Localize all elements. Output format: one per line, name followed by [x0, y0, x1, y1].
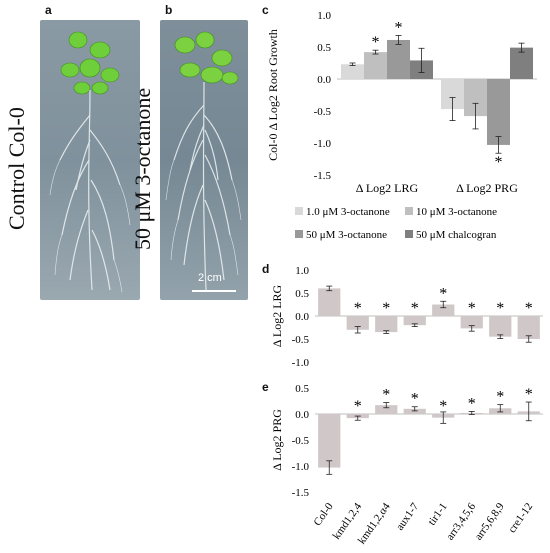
photo-treated-seedling [160, 20, 248, 300]
chart-e-bar-3 [403, 408, 426, 414]
chart-c-legend-swatch-2 [295, 230, 303, 238]
chart-d-bar-3 [403, 316, 426, 326]
chart-c-legend-swatch-3 [405, 230, 413, 238]
scale-bar-line [192, 290, 236, 292]
chart-d-ytick-3: -0.5 [292, 334, 310, 346]
chart-c-bar-1-2 [487, 79, 510, 145]
label-treated-3octanone: 50 μM 3-octanone [130, 87, 155, 250]
chart-e-ytick-1: 0.0 [295, 409, 309, 421]
seedling-image-control [40, 20, 140, 300]
chart-d-sig-1: * [354, 300, 362, 317]
chart-d-sig-7: * [525, 300, 533, 317]
chart-d-ylabel: Δ Log2 LRG [270, 284, 284, 347]
chart-c-ytick-0: 1.0 [317, 10, 331, 22]
chart-e-sig-4: * [439, 398, 447, 415]
chart-d-bar-0 [318, 288, 341, 316]
chart-d-sig-5: * [468, 300, 476, 317]
chart-d-ytick-0: 1.0 [295, 265, 309, 277]
label-control-col0: Control Col-0 [4, 107, 29, 230]
chart-e-category-3: aux1-7 [394, 500, 422, 532]
chart-e-sig-2: * [382, 387, 390, 404]
chart-d-ytick-1: 0.5 [295, 288, 309, 300]
chart-e-ytick-0: 0.5 [295, 383, 309, 395]
chart-e-ytick-2: -0.5 [292, 435, 310, 447]
chart-d: 1.0 0.5 0.0 -0.5 -1.0 * * * * * * * Δ Log2 LRG [270, 265, 543, 369]
chart-c-ytick-1: 0.5 [317, 42, 331, 54]
chart-c-ylabel: Col-0 Δ Log2 Root Growth [266, 29, 280, 161]
chart-e-ylabel: Δ Log2 PRG [270, 409, 284, 471]
chart-d-sig-6: * [496, 300, 504, 317]
chart-c-sig-0-1: * [372, 34, 380, 51]
chart-c-bar-0-2 [387, 39, 410, 79]
chart-d-bar-2 [375, 316, 398, 333]
chart-d-bar-6 [489, 316, 512, 337]
chart-e-category-4: tir1-1 [426, 501, 450, 528]
chart-e-sig-1: * [354, 398, 362, 415]
chart-c-ytick-3: -0.5 [314, 106, 332, 118]
chart-e-ytick-4: -1.5 [292, 487, 310, 499]
panel-letter-e: e [262, 380, 269, 394]
chart-c-sig-0-2: * [395, 19, 403, 36]
chart-d-sig-3: * [411, 300, 419, 317]
chart-e-sig-3: * [411, 391, 419, 408]
panel-letter-b: b [165, 3, 173, 17]
chart-e-bar-2 [375, 405, 398, 414]
chart-c-sig-1-2: * [495, 154, 503, 171]
chart-c-bar-1-3 [510, 47, 533, 79]
chart-c-legend-swatch-0 [295, 207, 303, 215]
chart-d-sig-2: * [382, 300, 390, 317]
chart-e-sig-6: * [496, 389, 504, 406]
seedling-image-treated [160, 20, 248, 300]
panel-letter-a: a [45, 3, 52, 17]
chart-c-bar-0-0 [341, 64, 364, 79]
chart-e-category-7: cre1-12 [506, 501, 535, 535]
chart-c-category-0: Δ Log2 LRG [356, 181, 419, 195]
chart-c-bar-0-1 [364, 52, 387, 79]
chart-c-ytick-5: -1.5 [314, 170, 332, 182]
chart-d-bar-5 [460, 316, 483, 329]
chart-e-sig-7: * [525, 386, 533, 403]
chart-c-legend-label-3: 50 μM chalcogran [416, 229, 497, 241]
chart-c-legend-swatch-1 [405, 207, 413, 215]
chart-c-category-1: Δ Log2 PRG [456, 181, 518, 195]
chart-c-ytick-2: 0.0 [317, 74, 331, 86]
chart-c-legend-label-2: 50 μM 3-octanone [306, 229, 387, 241]
chart-e: 0.5 0.0 -0.5 -1.0 -1.5 * * * * * * * Δ Log2 PRG Col-0… [270, 383, 543, 546]
chart-c: 1.0 0.5 0.0 -0.5 -1.0 -1.5 * * Δ Log2 LRG * Δ Log2… [266, 10, 537, 241]
chart-e-category-0: Col-0 [312, 500, 336, 528]
chart-e-sig-5: * [468, 395, 476, 412]
panel-letter-d: d [262, 262, 270, 276]
chart-d-ytick-4: -1.0 [292, 357, 310, 369]
photo-control-seedling [40, 20, 140, 300]
chart-d-bar-7 [517, 316, 540, 339]
chart-e-category-6: arr5,6,8,9 [473, 500, 507, 542]
chart-c-legend-label-1: 10 μM 3-octanone [416, 206, 497, 218]
chart-c-legend-label-0: 1.0 μM 3-octanone [306, 206, 390, 218]
chart-d-ytick-2: 0.0 [295, 311, 309, 323]
chart-d-bar-1 [346, 316, 369, 330]
chart-d-bar-4 [432, 304, 455, 316]
chart-c-ytick-4: -1.0 [314, 138, 332, 150]
chart-c-bar-1-0 [441, 79, 464, 110]
panel-letter-c: c [262, 3, 269, 17]
chart-c-bar-1-1 [464, 79, 487, 117]
chart-d-sig-4: * [439, 285, 447, 302]
scale-bar-label: 2 cm [198, 272, 222, 284]
chart-e-ytick-3: -1.0 [292, 461, 310, 473]
chart-e-bar-0 [318, 414, 341, 468]
